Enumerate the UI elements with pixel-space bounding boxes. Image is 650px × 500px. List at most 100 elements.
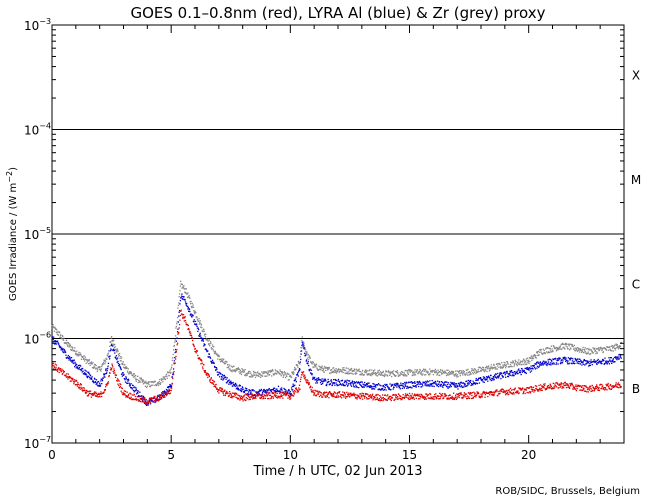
- data-point: [563, 384, 565, 386]
- data-point: [346, 393, 349, 395]
- data-point: [55, 341, 57, 343]
- data-point: [124, 394, 126, 396]
- data-point: [591, 350, 593, 353]
- data-point: [193, 310, 195, 312]
- data-point: [326, 383, 328, 385]
- data-point: [483, 392, 485, 394]
- data-point: [325, 369, 327, 372]
- data-point: [473, 370, 475, 372]
- data-point: [183, 320, 185, 322]
- data-point: [579, 363, 582, 365]
- data-point: [137, 395, 140, 397]
- data-point: [116, 357, 119, 359]
- data-point: [248, 370, 250, 373]
- data-point: [391, 370, 394, 373]
- data-point: [613, 345, 615, 347]
- data-point: [405, 396, 408, 398]
- data-point: [532, 355, 534, 357]
- data-point: [457, 370, 460, 373]
- data-point: [530, 391, 532, 393]
- data-point: [215, 366, 218, 369]
- data-point: [614, 361, 616, 363]
- data-point: [380, 385, 382, 387]
- data-point: [275, 392, 277, 394]
- data-point: [317, 391, 319, 394]
- data-point: [171, 376, 174, 378]
- data-point: [190, 305, 193, 308]
- data-point: [575, 360, 578, 362]
- data-point: [313, 392, 316, 394]
- data-point: [315, 395, 317, 397]
- data-point: [276, 392, 278, 395]
- data-point: [461, 371, 463, 373]
- data-point: [332, 370, 334, 373]
- data-point: [536, 389, 539, 391]
- data-point: [439, 392, 441, 395]
- data-point: [538, 384, 540, 387]
- data-point: [462, 386, 464, 388]
- data-point: [335, 368, 337, 370]
- data-point: [589, 364, 591, 367]
- data-point: [569, 358, 572, 360]
- data-point: [603, 347, 605, 349]
- data-point: [290, 393, 293, 396]
- data-point: [236, 384, 238, 387]
- data-point: [267, 389, 269, 391]
- data-point: [483, 370, 486, 373]
- data-point: [217, 355, 219, 358]
- data-point: [475, 396, 477, 398]
- data-point: [277, 370, 279, 373]
- data-point: [108, 350, 110, 352]
- data-point: [230, 369, 232, 372]
- data-point: [329, 383, 332, 385]
- data-point: [597, 347, 600, 349]
- data-point: [80, 354, 82, 356]
- data-point: [180, 280, 182, 282]
- data-point: [59, 345, 61, 348]
- data-point: [193, 319, 195, 321]
- data-point: [384, 387, 386, 389]
- data-point: [447, 383, 449, 386]
- data-point: [576, 347, 578, 349]
- data-point: [259, 390, 261, 392]
- data-point: [327, 392, 329, 394]
- data-point: [55, 328, 57, 331]
- data-point: [402, 393, 404, 396]
- data-point: [180, 309, 182, 311]
- data-point: [535, 357, 537, 359]
- data-point: [280, 388, 282, 391]
- data-point: [313, 394, 315, 396]
- data-point: [327, 393, 330, 395]
- data-point: [134, 398, 136, 401]
- data-point: [490, 379, 493, 382]
- data-point: [194, 323, 196, 325]
- data-point: [210, 377, 212, 379]
- data-point: [299, 369, 301, 371]
- data-point: [471, 394, 473, 397]
- data-point: [208, 344, 210, 346]
- data-point: [152, 400, 154, 403]
- data-point: [595, 348, 597, 350]
- data-point: [407, 382, 409, 384]
- data-point: [297, 372, 299, 374]
- data-point: [92, 361, 94, 364]
- data-point: [551, 360, 553, 362]
- data-point: [511, 366, 513, 368]
- data-point: [527, 392, 529, 394]
- data-point: [124, 377, 126, 380]
- data-point: [444, 393, 446, 395]
- data-point: [402, 396, 404, 399]
- data-point: [493, 377, 495, 379]
- data-point: [540, 364, 542, 366]
- data-point: [513, 389, 516, 391]
- data-point: [245, 389, 247, 391]
- data-point: [294, 389, 296, 392]
- data-point: [464, 394, 466, 397]
- flare-class-label-B: B: [632, 382, 640, 396]
- data-point: [588, 386, 590, 389]
- data-point: [438, 371, 440, 373]
- data-point: [294, 378, 296, 380]
- data-point: [315, 380, 318, 382]
- data-point: [528, 368, 530, 370]
- data-point: [223, 394, 225, 396]
